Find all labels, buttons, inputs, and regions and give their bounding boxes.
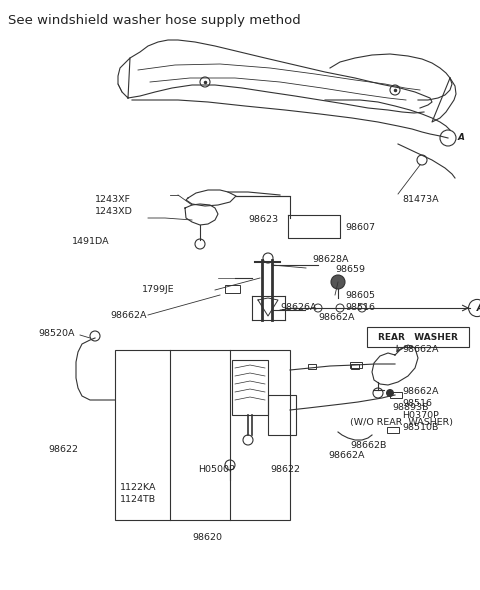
- Text: 98662A: 98662A: [402, 388, 439, 396]
- Text: 98607: 98607: [345, 224, 375, 232]
- Text: 98893B: 98893B: [392, 404, 429, 412]
- Text: 98662A: 98662A: [402, 346, 439, 355]
- Text: 98622: 98622: [270, 466, 300, 474]
- Text: 81473A: 81473A: [402, 195, 439, 205]
- Text: 98516: 98516: [345, 303, 375, 312]
- Text: 98620: 98620: [192, 533, 222, 542]
- Text: 98628A: 98628A: [312, 255, 348, 264]
- Text: 1122KA: 1122KA: [120, 483, 156, 493]
- Text: 98605: 98605: [345, 290, 375, 300]
- Text: A: A: [470, 303, 480, 313]
- Text: 1491DA: 1491DA: [72, 238, 109, 247]
- Text: REAR   WASHER: REAR WASHER: [378, 333, 458, 342]
- Text: H0500P: H0500P: [198, 466, 235, 474]
- Text: 1799JE: 1799JE: [142, 286, 175, 294]
- Text: 98516: 98516: [402, 399, 432, 408]
- Text: 98622: 98622: [48, 445, 78, 454]
- Text: 98510B: 98510B: [402, 424, 438, 432]
- Text: 98662A: 98662A: [318, 313, 355, 323]
- Text: 98659: 98659: [335, 266, 365, 274]
- Text: 98520A: 98520A: [38, 329, 74, 339]
- Text: 1243XD: 1243XD: [95, 208, 133, 217]
- Text: See windshield washer hose supply method: See windshield washer hose supply method: [8, 14, 301, 27]
- Text: 98662A: 98662A: [110, 310, 146, 320]
- Text: 98623: 98623: [248, 215, 278, 225]
- Text: H0370P: H0370P: [402, 411, 439, 421]
- Text: 98662A: 98662A: [328, 451, 364, 460]
- Circle shape: [331, 275, 345, 289]
- Text: 98662B: 98662B: [350, 441, 386, 450]
- Text: 1124TB: 1124TB: [120, 496, 156, 504]
- Text: A: A: [458, 133, 465, 143]
- Text: (W/O REAR  WASHER): (W/O REAR WASHER): [350, 418, 453, 427]
- Circle shape: [386, 389, 394, 397]
- Text: 1243XF: 1243XF: [95, 195, 131, 205]
- Text: 98626A: 98626A: [280, 303, 316, 312]
